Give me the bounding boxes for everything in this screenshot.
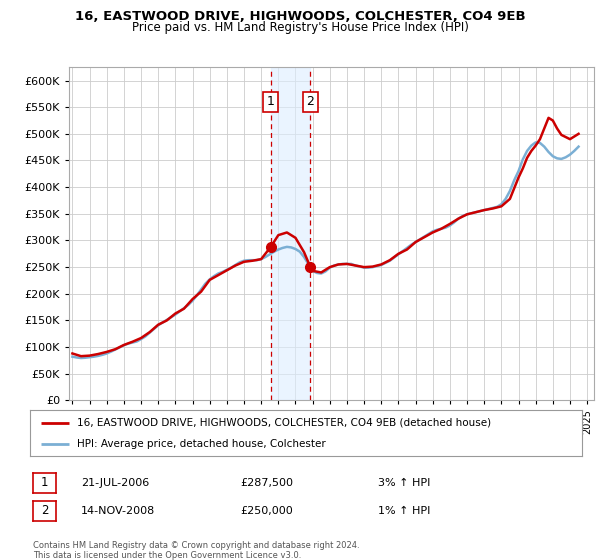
Text: 1: 1 (41, 476, 48, 489)
Text: 3% ↑ HPI: 3% ↑ HPI (378, 478, 430, 488)
Text: £250,000: £250,000 (240, 506, 293, 516)
Text: 14-NOV-2008: 14-NOV-2008 (81, 506, 155, 516)
Text: 2: 2 (41, 504, 48, 517)
Text: 16, EASTWOOD DRIVE, HIGHWOODS, COLCHESTER, CO4 9EB: 16, EASTWOOD DRIVE, HIGHWOODS, COLCHESTE… (74, 10, 526, 23)
Bar (271, 67, 310, 400)
Text: 16, EASTWOOD DRIVE, HIGHWOODS, COLCHESTER, CO4 9EB (detached house): 16, EASTWOOD DRIVE, HIGHWOODS, COLCHESTE… (77, 418, 491, 428)
Text: £287,500: £287,500 (240, 478, 293, 488)
Text: 21-JUL-2006: 21-JUL-2006 (81, 478, 149, 488)
Text: HPI: Average price, detached house, Colchester: HPI: Average price, detached house, Colc… (77, 439, 326, 449)
Text: 1% ↑ HPI: 1% ↑ HPI (378, 506, 430, 516)
Text: 1: 1 (266, 95, 275, 108)
Text: 2: 2 (307, 95, 314, 108)
Text: Price paid vs. HM Land Registry's House Price Index (HPI): Price paid vs. HM Land Registry's House … (131, 21, 469, 34)
Text: Contains HM Land Registry data © Crown copyright and database right 2024.
This d: Contains HM Land Registry data © Crown c… (33, 541, 359, 560)
